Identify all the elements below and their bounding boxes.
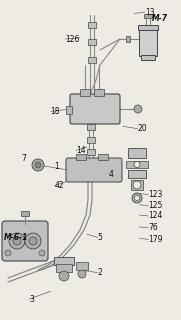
FancyBboxPatch shape bbox=[70, 94, 120, 124]
Circle shape bbox=[25, 233, 41, 249]
Bar bbox=[88, 22, 96, 28]
Bar bbox=[98, 154, 108, 160]
Circle shape bbox=[5, 250, 11, 256]
Text: 123: 123 bbox=[148, 190, 163, 199]
Text: 5: 5 bbox=[98, 233, 103, 242]
Bar bbox=[128, 170, 146, 178]
Bar bbox=[80, 89, 90, 96]
Text: 13: 13 bbox=[145, 8, 154, 17]
Circle shape bbox=[9, 233, 25, 249]
Text: M-7: M-7 bbox=[152, 14, 168, 23]
Text: 14: 14 bbox=[76, 146, 86, 155]
Circle shape bbox=[13, 237, 21, 245]
Text: 42: 42 bbox=[54, 181, 64, 190]
FancyBboxPatch shape bbox=[2, 221, 48, 261]
Circle shape bbox=[39, 250, 45, 256]
Circle shape bbox=[59, 271, 69, 281]
Bar bbox=[87, 124, 95, 130]
Bar bbox=[76, 154, 86, 160]
Bar bbox=[54, 257, 74, 265]
Text: 124: 124 bbox=[148, 212, 163, 220]
Circle shape bbox=[134, 162, 140, 167]
Bar bbox=[144, 14, 152, 18]
Text: 20: 20 bbox=[138, 124, 147, 133]
Text: 179: 179 bbox=[148, 235, 163, 244]
Circle shape bbox=[29, 237, 37, 245]
Text: 126: 126 bbox=[65, 35, 79, 44]
Bar bbox=[94, 89, 104, 96]
Bar bbox=[87, 149, 95, 155]
Circle shape bbox=[134, 196, 140, 201]
FancyBboxPatch shape bbox=[66, 158, 122, 182]
Circle shape bbox=[35, 162, 41, 168]
Bar bbox=[56, 264, 72, 272]
Bar bbox=[141, 55, 155, 60]
Text: 2: 2 bbox=[98, 268, 102, 277]
Text: 18: 18 bbox=[51, 107, 60, 116]
Bar bbox=[66, 106, 72, 114]
Circle shape bbox=[132, 193, 142, 203]
Bar bbox=[21, 211, 29, 216]
Text: 7: 7 bbox=[22, 154, 27, 163]
Circle shape bbox=[78, 270, 86, 278]
Bar bbox=[126, 36, 130, 42]
Circle shape bbox=[133, 181, 141, 189]
Text: 125: 125 bbox=[148, 201, 163, 210]
Bar bbox=[138, 25, 158, 30]
Bar bbox=[88, 39, 96, 45]
Circle shape bbox=[32, 159, 44, 171]
Circle shape bbox=[134, 105, 142, 113]
Text: M-6-1: M-6-1 bbox=[4, 233, 28, 242]
Text: 1: 1 bbox=[54, 162, 59, 171]
Text: 3: 3 bbox=[29, 295, 34, 304]
Bar bbox=[131, 180, 143, 190]
Text: 76: 76 bbox=[148, 223, 158, 232]
Bar bbox=[126, 161, 148, 168]
Bar bbox=[88, 57, 96, 63]
Bar bbox=[139, 30, 157, 56]
Bar bbox=[76, 262, 88, 270]
Bar bbox=[87, 137, 95, 143]
Text: 4: 4 bbox=[109, 170, 113, 179]
Bar bbox=[128, 148, 146, 158]
